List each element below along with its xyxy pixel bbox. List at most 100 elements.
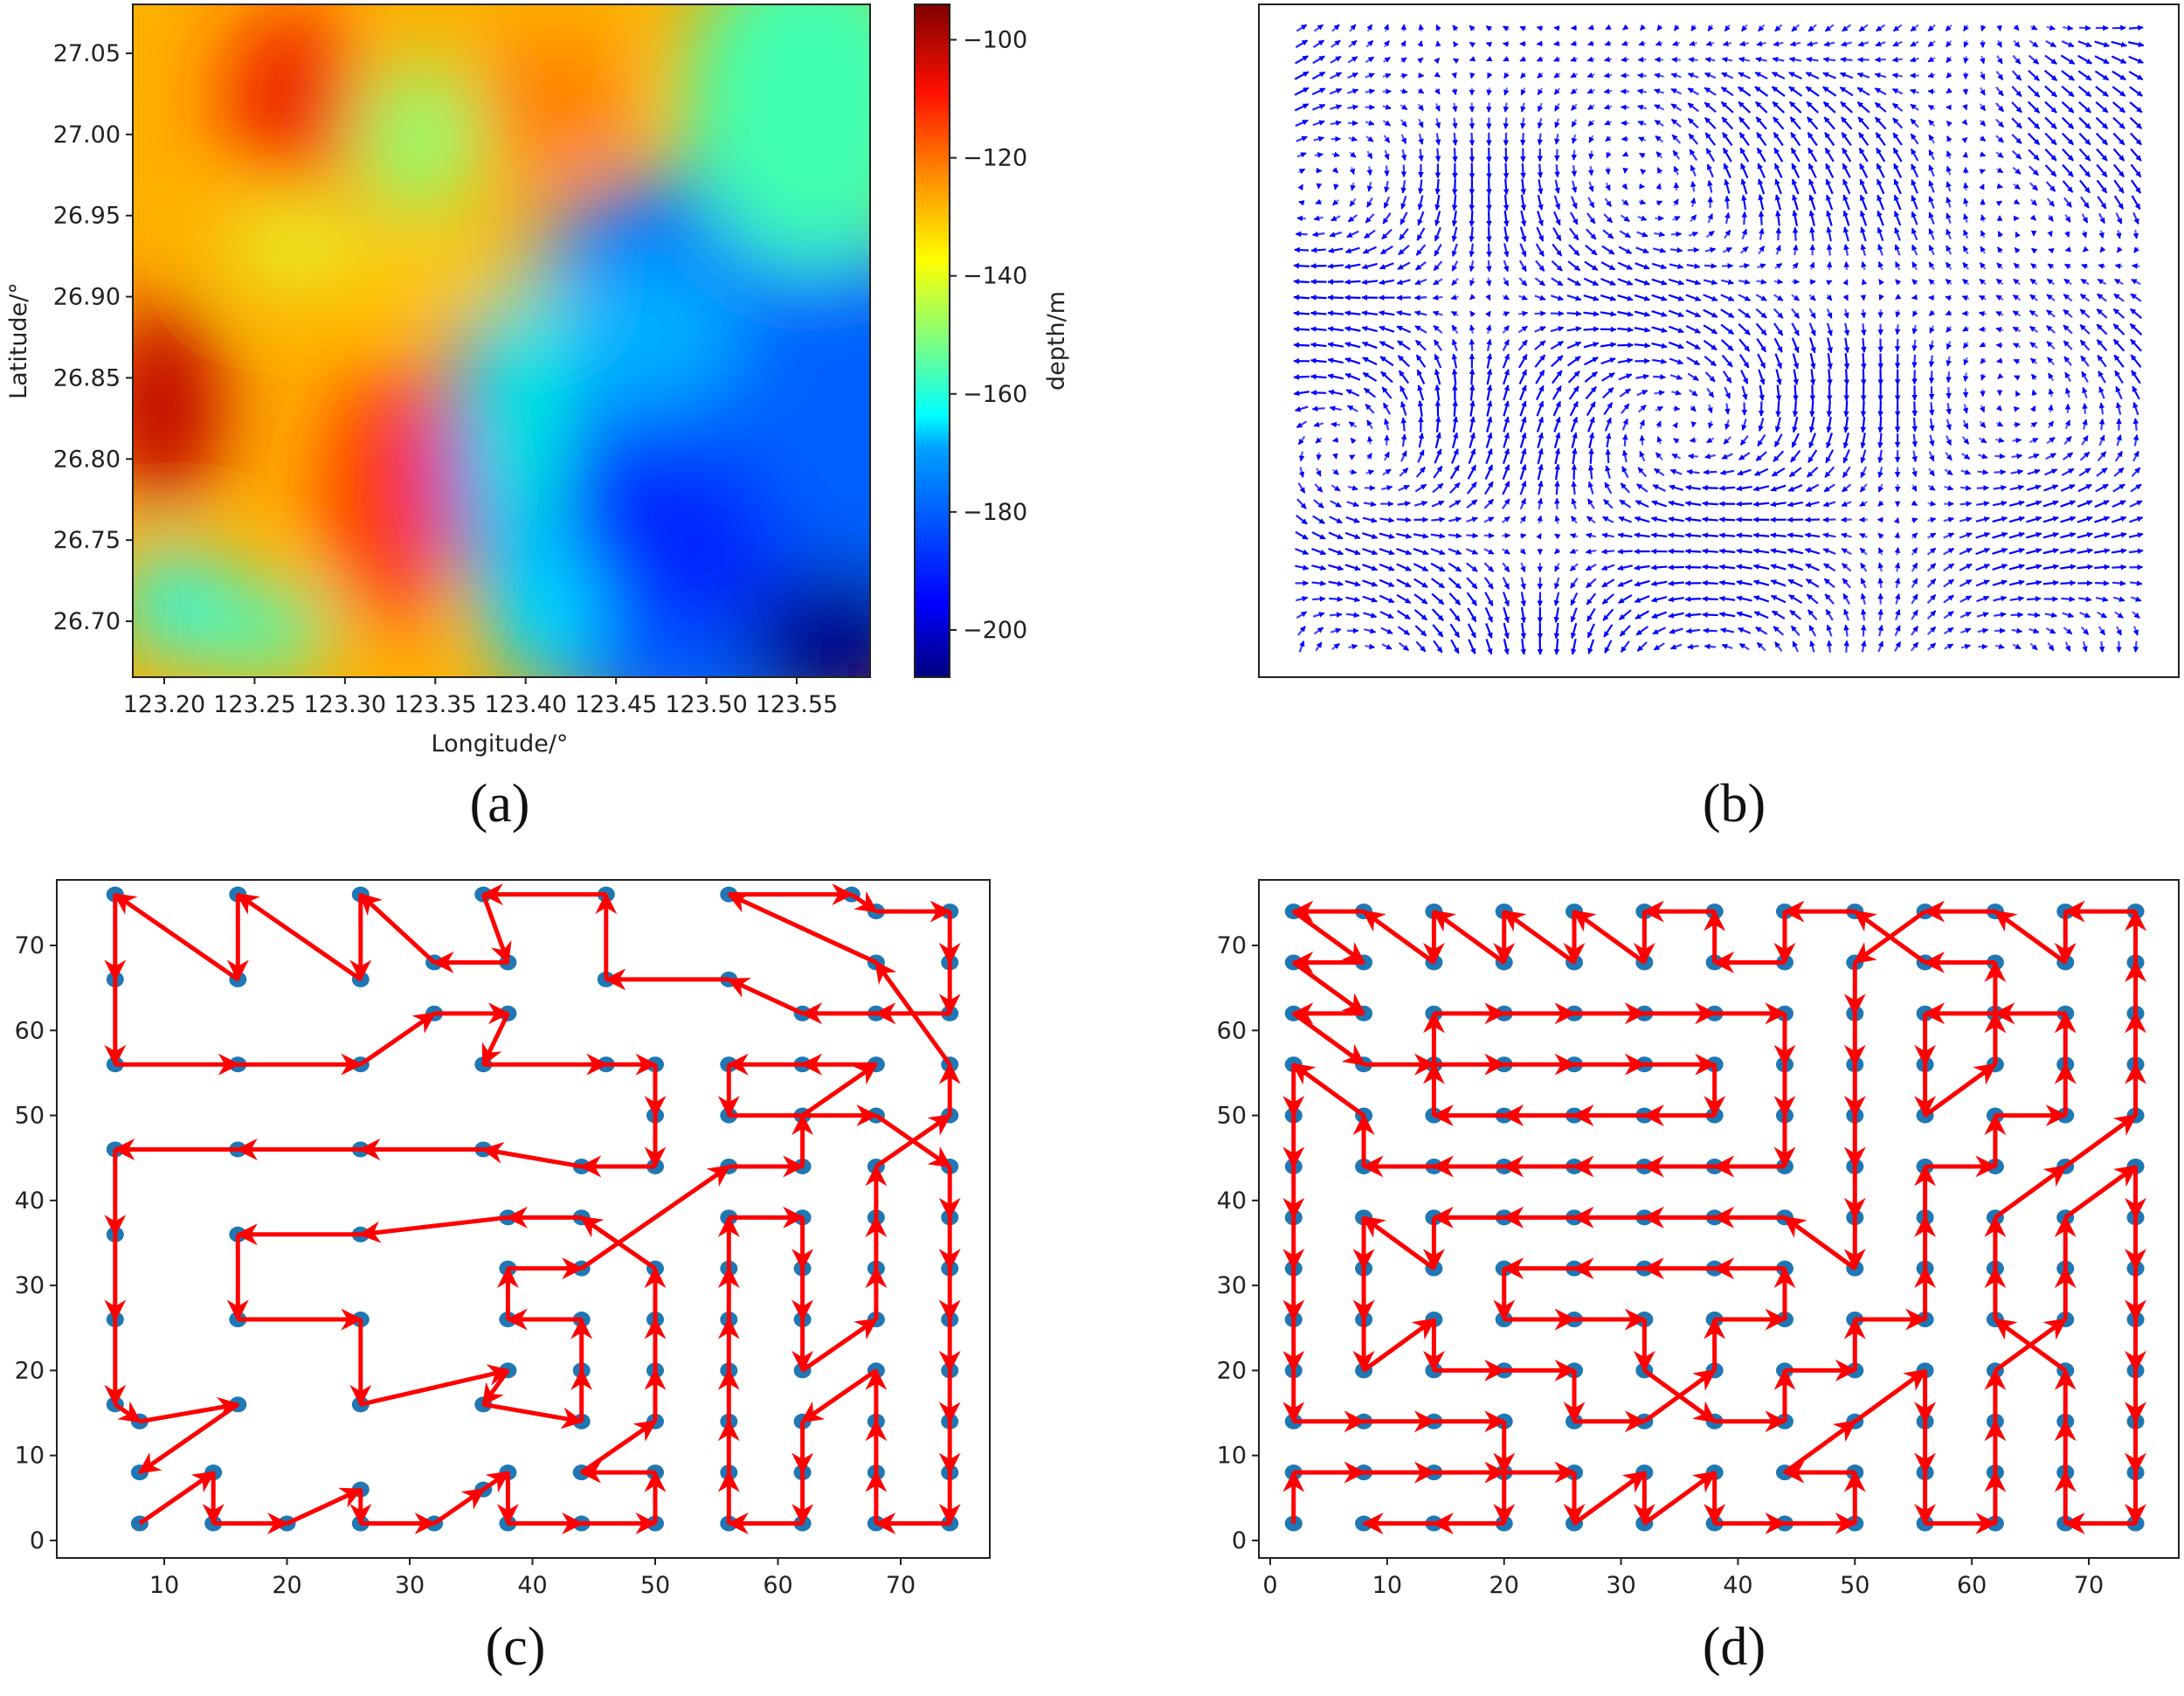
x-tick-label: 60	[1957, 1572, 1987, 1599]
path-segment	[1292, 910, 1366, 965]
x-tick-label: 50	[640, 1572, 670, 1599]
y-tick-label: 20	[1217, 1357, 1247, 1384]
panel-d: 0 10 20 30 40 50 60 70 0 10 20 30 40 50 60 70 (d)	[1217, 879, 2180, 1677]
caption-b: (b)	[1703, 774, 1766, 834]
path-segment	[358, 892, 436, 965]
plot-frame	[132, 3, 871, 678]
path-segment	[1291, 1063, 1365, 1118]
x-axis-label: Longitude/°	[432, 730, 569, 758]
caption-d: (d)	[1703, 1617, 1766, 1677]
path-segment	[1362, 1318, 1436, 1373]
y-tick-label: 26.95	[53, 203, 121, 230]
path-segment	[432, 1487, 486, 1526]
x-tick-label: 10	[1372, 1572, 1402, 1599]
y-tick-label: 0	[30, 1527, 45, 1554]
path-segment	[481, 1471, 510, 1493]
path-segment	[482, 1402, 584, 1429]
path-segment	[580, 1419, 658, 1475]
colorbar-tick-label: −180	[963, 499, 1027, 526]
path-segment	[1292, 960, 1366, 1015]
y-axis-ticks: 26.70 26.75 26.80 26.85 26.90 26.95 27.00 27.05	[53, 40, 133, 635]
path-segment	[1993, 910, 2067, 965]
colorbar-tick-label: −200	[963, 617, 1027, 644]
x-tick-label: 123.25	[213, 691, 295, 718]
x-tick-label: 70	[2074, 1572, 2104, 1599]
x-axis-ticks: 123.20 123.25 123.30 123.35 123.40 123.45 123.…	[123, 677, 838, 718]
x-tick-label: 123.45	[575, 691, 657, 718]
path-segment	[1292, 1011, 1366, 1067]
depth-heatmap	[133, 4, 870, 677]
y-tick-label: 0	[1232, 1527, 1247, 1554]
path-segment	[2063, 1113, 2138, 1168]
panel-b: (b)	[1258, 3, 2180, 834]
y-tick-label: 27.00	[53, 121, 121, 149]
axis-ticks: 0 10 20 30 40 50 60 70 0 10 20 30 40 50 60 70	[1217, 932, 2105, 1599]
y-tick-label: 40	[1217, 1187, 1247, 1215]
y-axis-label: Latitude/°	[5, 282, 32, 399]
y-tick-label: 60	[1217, 1017, 1247, 1044]
x-tick-label: 50	[1840, 1572, 1870, 1599]
x-tick-label: 70	[886, 1572, 916, 1599]
x-tick-label: 60	[763, 1572, 792, 1599]
path-segment	[138, 1471, 216, 1526]
y-tick-label: 70	[15, 932, 45, 959]
plot-frame	[1258, 3, 2180, 678]
x-tick-label: 123.35	[394, 691, 476, 718]
x-tick-label: 123.20	[123, 691, 205, 718]
path-segment	[359, 1011, 437, 1067]
path-segment	[358, 1215, 508, 1243]
y-tick-label: 26.70	[53, 608, 121, 635]
y-tick-label: 26.85	[53, 364, 121, 391]
colorbar-tick-label: −120	[963, 145, 1027, 172]
y-tick-label: 40	[15, 1187, 45, 1215]
path-segment	[800, 1368, 878, 1423]
planned-path	[104, 883, 961, 1535]
path-segment	[1853, 1368, 1927, 1423]
caption-c: (c)	[486, 1617, 546, 1677]
y-tick-label: 30	[1217, 1272, 1247, 1299]
y-tick-label: 26.80	[53, 446, 121, 473]
x-tick-label: 30	[395, 1572, 425, 1599]
path-segment	[480, 1142, 583, 1169]
path-segment	[481, 1012, 510, 1067]
colorbar	[914, 3, 950, 678]
path-segment	[1362, 910, 1435, 965]
y-tick-label: 70	[1217, 932, 1247, 959]
y-tick-label: 26.75	[53, 527, 121, 554]
axis-ticks: 10 20 30 40 50 60 70 0 10 20 30 40 50 60 70	[15, 932, 916, 1599]
path-segment	[1783, 1419, 1857, 1475]
path-segment	[727, 977, 804, 1016]
x-tick-label: 123.55	[756, 691, 838, 718]
x-tick-label: 30	[1606, 1572, 1635, 1599]
path-segment	[1432, 910, 1506, 965]
y-tick-label: 60	[15, 1017, 45, 1044]
x-tick-label: 20	[272, 1572, 301, 1599]
y-tick-label: 27.05	[53, 40, 121, 67]
path-segment	[236, 892, 363, 981]
path-segment	[580, 1164, 731, 1270]
path-segment	[1502, 910, 1576, 965]
path-segment	[801, 1063, 878, 1118]
panel-c: 10 20 30 40 50 60 70 0 10 20 30 40 50 60 70 (c)	[15, 879, 991, 1677]
colorbar-ticks: −100 −120 −140 −160 −180 −200	[950, 27, 1027, 644]
x-tick-label: 123.50	[665, 691, 747, 718]
path-segment	[874, 1113, 952, 1168]
path-segment	[1572, 1471, 1647, 1526]
path-segment	[113, 892, 239, 981]
path-segment	[727, 892, 877, 965]
path-segment	[286, 1487, 363, 1526]
y-tick-label: 50	[1217, 1103, 1247, 1130]
y-tick-label: 10	[1217, 1443, 1247, 1470]
path-segment	[850, 891, 878, 914]
colorbar-tick-label: −160	[963, 381, 1027, 408]
caption-a: (a)	[470, 774, 530, 834]
path-segment	[1993, 1318, 2067, 1373]
x-tick-label: 0	[1262, 1572, 1277, 1599]
path-segment	[480, 893, 512, 965]
path-segment	[1362, 1215, 1435, 1270]
velocity-vectors	[1293, 24, 2145, 655]
path-segment	[1642, 1368, 1717, 1423]
colorbar-tick-label: −140	[963, 263, 1027, 290]
colorbar-tick-label: −100	[963, 27, 1027, 54]
